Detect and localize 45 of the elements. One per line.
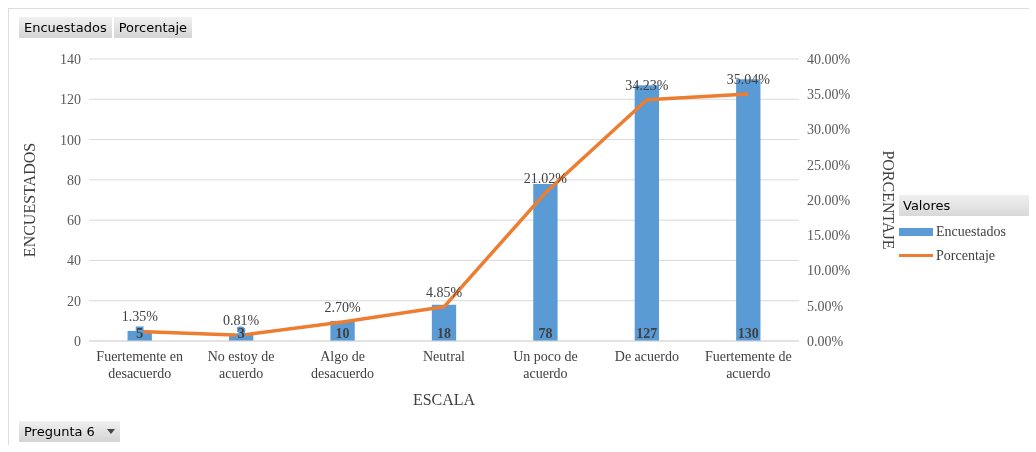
data-label: 0.81%: [223, 313, 260, 329]
y-tick-label: 140: [60, 51, 81, 67]
legend-label: Encuestados: [936, 223, 1006, 240]
y-tick-label: 40: [67, 253, 81, 269]
y2-tick-label: 10.00%: [807, 263, 851, 279]
y-tick-label: 80: [67, 172, 81, 188]
data-label: 130: [737, 326, 759, 341]
y-tick-label: 60: [67, 213, 81, 229]
bar: [533, 183, 558, 341]
y2-tick-label: 5.00%: [807, 298, 844, 314]
y2-axis-title: PORCENTAJE: [880, 150, 898, 250]
data-label: 2.70%: [324, 299, 361, 315]
text: Pregunta 6: [24, 424, 95, 439]
x-tick-label: De acuerdo: [614, 349, 679, 364]
data-label: 1.35%: [121, 309, 159, 325]
y-tick-label: 120: [60, 92, 81, 108]
y2-tick-label: 40.00%: [807, 51, 851, 67]
x-tick-label: Neutral: [423, 349, 466, 364]
y2-tick-label: 0.00%: [807, 333, 844, 349]
data-label: 3: [237, 326, 245, 341]
legend-label: Porcentaje: [936, 247, 996, 264]
data-label: 10: [335, 326, 350, 341]
x-tick-label: Algo de desacuerdo: [311, 349, 375, 381]
y2-tick-label: 30.00%: [807, 122, 851, 138]
y-tick-label: 0: [74, 333, 81, 349]
y2-tick-label: 35.00%: [807, 87, 851, 103]
y-axis-title: ENCUESTADOS: [20, 142, 38, 258]
data-label: 34.23%: [625, 77, 669, 93]
x-tick-label: No estoy de acuerdo: [207, 349, 275, 381]
y-tick-label: 100: [60, 132, 81, 148]
y2-tick-label: 15.00%: [807, 228, 851, 244]
x-tick-label: Fuertemente en desacuerdo: [96, 349, 184, 381]
legend-title: Valores: [899, 194, 1029, 216]
y-tick-label: 20: [67, 293, 81, 309]
data-label: 127: [636, 326, 658, 341]
x-axis-title: ESCALA: [412, 391, 476, 408]
y2-tick-label: 25.00%: [807, 157, 851, 173]
x-tick-label: Un poco de acuerdo: [513, 349, 578, 381]
data-label: 78: [538, 326, 553, 341]
data-label: 35.04%: [726, 71, 771, 87]
text: Porcentaje: [118, 20, 188, 35]
x-tick-label: Fuertemente de acuerdo: [704, 349, 792, 381]
y2-tick-label: 20.00%: [807, 192, 851, 208]
data-label: 18: [437, 326, 451, 341]
text: Encuestados: [24, 20, 107, 35]
